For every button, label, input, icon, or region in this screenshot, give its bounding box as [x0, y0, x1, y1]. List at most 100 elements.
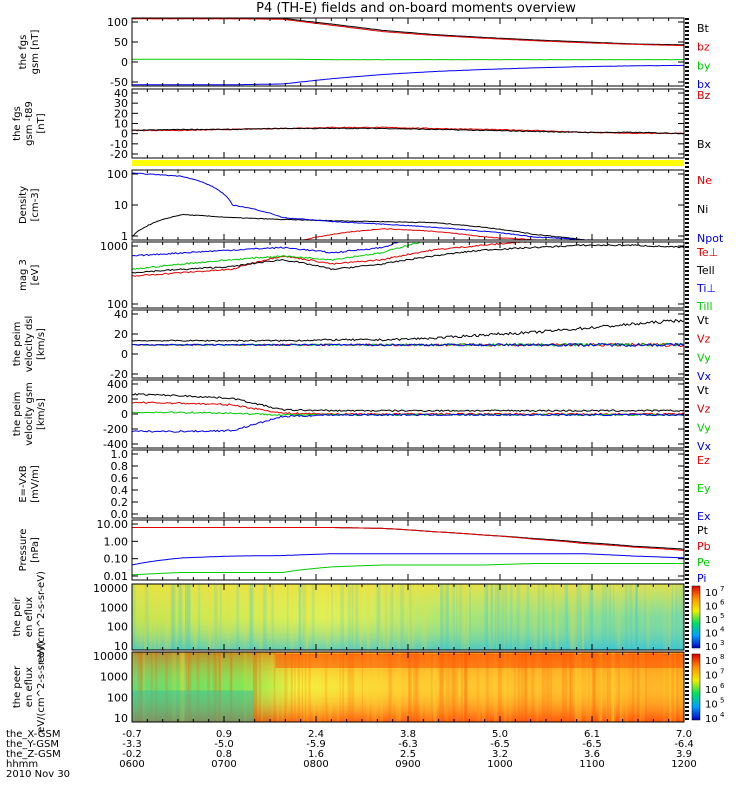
panel-ylabel: mag 3 [eV]	[18, 259, 41, 291]
right-edge-marker	[685, 658, 689, 660]
panel-8: Pressure [nPa] 10.00 1.00 0.10 0.01 Pt Pb Pe Pi	[18, 518, 711, 585]
spectrogram-streak	[339, 652, 341, 722]
right-edge-marker	[685, 594, 689, 596]
legend-entry: Vy	[697, 421, 711, 434]
legend-entry: Till	[696, 300, 713, 313]
right-edge-marker	[685, 214, 689, 216]
right-edge-marker	[685, 238, 689, 240]
ytick-label: 100	[107, 621, 128, 634]
spectrogram-streak	[574, 652, 578, 722]
legend-entry: Npot	[697, 232, 724, 245]
ylabel-line: gsm -t89	[24, 101, 35, 146]
ytick-label: 10	[114, 118, 128, 131]
spectrogram-streak	[152, 652, 155, 722]
right-edge-marker	[685, 94, 689, 96]
ytick-label: 10.00	[97, 518, 129, 531]
spectrogram-streak	[212, 652, 217, 722]
right-edge-marker	[685, 326, 689, 328]
panel-ylabel: the peim velocity gsm [km/s]	[12, 382, 47, 446]
right-edge-marker	[685, 366, 689, 368]
spectrogram-streak	[375, 652, 379, 722]
spectrogram-streak	[305, 584, 308, 650]
ytick-label: 20	[114, 107, 128, 120]
spectrogram-streak	[668, 652, 673, 722]
xaxis-row-label: the_X-GSM	[6, 729, 60, 740]
right-edge-marker	[685, 662, 689, 664]
xaxis-value: 5.0	[492, 729, 508, 740]
ylabel-line: Density	[18, 186, 29, 224]
ylabel-line: Pressure	[18, 529, 29, 572]
spectrogram-streak	[618, 652, 620, 722]
spectrogram-streak	[452, 584, 455, 650]
right-edge-marker	[685, 342, 689, 344]
spectrogram-streak	[149, 584, 153, 650]
spectrogram-streak	[421, 584, 425, 650]
spectrogram-streak	[631, 652, 635, 722]
spectrogram-streak	[672, 652, 676, 722]
spectrogram-streak	[385, 584, 388, 650]
panel-7: E=-VxB [mV/m] 1.00.80.60.40.20.0 Ez Ey Ex	[18, 448, 711, 523]
right-edge-marker	[685, 202, 689, 204]
right-edge-marker	[685, 102, 689, 104]
right-edge-marker	[685, 678, 689, 680]
spectrogram-streak	[366, 584, 370, 650]
ylabel-line: [km/s]	[36, 398, 47, 430]
right-edge-marker	[685, 490, 689, 492]
legend-entry: Bz	[697, 89, 711, 102]
spectrogram-streak	[208, 584, 212, 650]
right-edge-marker	[685, 638, 689, 640]
right-edge-marker	[685, 634, 689, 636]
spectrogram-streak	[440, 652, 444, 722]
spectrogram-streak	[132, 584, 136, 650]
right-edge-marker	[685, 302, 689, 304]
spectrogram-streak	[460, 584, 465, 650]
right-edge-marker	[685, 154, 689, 156]
colorbar	[691, 585, 701, 649]
panel-9: the peir en eflux eV/(cm^2-s-sr-eV) 1000010…	[12, 571, 725, 663]
right-edge-marker	[685, 450, 689, 452]
xaxis-value: -6.4	[674, 739, 694, 750]
spectrogram-streak	[486, 652, 489, 722]
spectrogram-streak	[179, 652, 184, 722]
spectrogram-streak	[371, 652, 376, 722]
spectrogram-streak	[169, 584, 171, 650]
spectrogram-streak	[415, 652, 419, 722]
ylabel-line: [nT]	[36, 113, 47, 133]
spectrogram-streak	[645, 652, 647, 722]
right-edge-marker	[685, 382, 689, 384]
spectrogram-streak	[669, 652, 673, 722]
panel-ylabel: Pressure [nPa]	[18, 529, 41, 572]
spectrogram-streak	[635, 584, 637, 650]
spectrogram-streak	[664, 584, 667, 650]
spectrogram-streak	[398, 652, 401, 722]
legend-entry: by	[697, 59, 711, 72]
spectrogram-streak	[635, 584, 638, 650]
right-edge-marker	[685, 286, 689, 288]
spectrogram-streak	[308, 652, 311, 722]
spectrogram-streak	[196, 652, 199, 722]
spectrogram-streak	[514, 652, 516, 722]
spectrogram-streak	[556, 584, 559, 650]
spectrogram-streak	[526, 584, 530, 650]
spectrogram-streak	[618, 652, 622, 722]
colorbar-exponent: 8	[720, 653, 724, 661]
right-edge-marker	[685, 146, 689, 148]
right-edge-marker	[685, 414, 689, 416]
right-edge-marker	[685, 398, 689, 400]
xaxis-value: 3.8	[400, 729, 416, 740]
spectrogram-streak	[181, 652, 185, 722]
right-edge-marker	[685, 606, 689, 608]
xaxis-value: 2.4	[308, 729, 324, 740]
legend-entry: Vt	[697, 314, 710, 327]
right-edge-marker	[685, 686, 689, 688]
spectrogram-streak	[271, 652, 273, 722]
spectrogram-streak	[229, 652, 233, 722]
status-bar	[132, 160, 684, 166]
panel-3: Density [cm-3] 100 10 1 Ne Ni Npot	[18, 168, 724, 245]
spectrogram-streak	[219, 652, 221, 722]
spectrogram-streak	[212, 584, 215, 650]
right-edge-marker	[685, 650, 689, 652]
right-edge-marker	[685, 526, 689, 528]
right-edge-marker	[685, 614, 689, 616]
